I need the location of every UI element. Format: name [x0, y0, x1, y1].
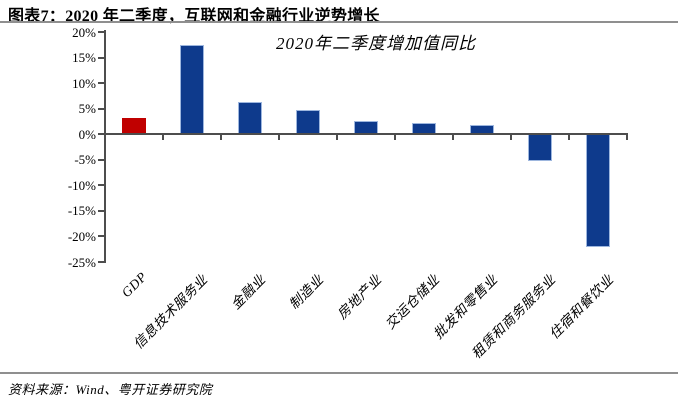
y-tick-label: 20%	[72, 24, 96, 40]
x-tick-mark	[162, 135, 164, 140]
x-tick-mark	[510, 135, 512, 140]
y-tick-label: -5%	[74, 152, 96, 168]
x-tick-mark	[336, 135, 338, 140]
bar-GDP	[122, 117, 146, 135]
y-axis-line	[104, 30, 106, 263]
x-axis-label: 房地产业	[334, 271, 385, 323]
y-tick-mark	[98, 31, 105, 33]
y-tick-label: 15%	[72, 50, 96, 66]
x-tick-mark	[278, 135, 280, 140]
y-tick-label: -20%	[67, 228, 96, 244]
footer-divider	[0, 372, 678, 374]
y-tick-mark	[98, 158, 105, 161]
source-note: 资料来源：Wind、粤开证券研究院	[8, 382, 213, 397]
figure-title: 图表7：2020 年二季度，互联网和金融行业逆势增长	[8, 8, 380, 25]
y-tick-mark	[98, 82, 105, 85]
bar-信息技术服务业	[180, 44, 204, 135]
x-axis-label: 金融业	[228, 271, 269, 313]
x-tick-mark	[568, 135, 570, 140]
y-tick-mark	[98, 133, 105, 136]
y-tick-mark	[98, 209, 105, 212]
x-tick-mark	[626, 135, 628, 140]
x-axis-label: GDP	[118, 269, 150, 301]
y-tick-label: 10%	[72, 75, 96, 91]
y-tick-mark	[98, 184, 105, 187]
x-tick-mark	[452, 135, 454, 140]
header-divider	[0, 21, 678, 23]
x-axis-label: 制造业	[286, 271, 327, 313]
x-axis-line	[104, 133, 628, 135]
bar-制造业	[296, 110, 320, 135]
x-tick-mark	[220, 135, 222, 140]
y-tick-label: -25%	[67, 254, 96, 270]
x-tick-mark	[394, 135, 396, 140]
y-tick-mark	[98, 56, 105, 59]
y-tick-mark	[98, 107, 105, 110]
y-tick-label: -15%	[67, 203, 96, 219]
y-tick-mark	[98, 261, 105, 263]
y-tick-label: 5%	[78, 101, 96, 117]
y-tick-mark	[98, 235, 105, 238]
chart-title: 2020年二季度增加值同比	[276, 34, 476, 53]
bar-住宿和餐饮业	[586, 134, 610, 247]
bar-金融业	[238, 102, 262, 135]
y-tick-label: -10%	[67, 177, 96, 193]
bar-租赁和商务服务业	[528, 134, 552, 161]
y-tick-label: 0%	[78, 126, 96, 142]
